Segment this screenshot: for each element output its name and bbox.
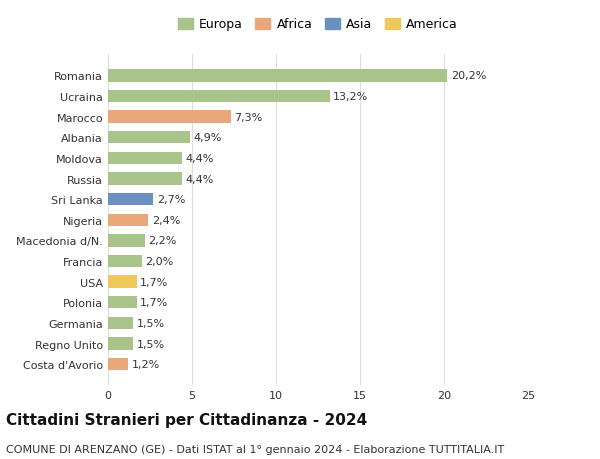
Bar bbox=[108, 173, 182, 185]
Text: 4,4%: 4,4% bbox=[185, 174, 214, 184]
Text: 1,2%: 1,2% bbox=[131, 359, 160, 369]
Bar bbox=[108, 152, 182, 165]
Bar bbox=[108, 358, 128, 370]
Text: 7,3%: 7,3% bbox=[234, 112, 262, 123]
Bar bbox=[108, 214, 148, 226]
Text: 1,5%: 1,5% bbox=[137, 339, 164, 349]
Text: 4,4%: 4,4% bbox=[185, 154, 214, 163]
Text: 1,7%: 1,7% bbox=[140, 297, 168, 308]
Legend: Europa, Africa, Asia, America: Europa, Africa, Asia, America bbox=[178, 18, 458, 31]
Bar bbox=[108, 338, 133, 350]
Text: 20,2%: 20,2% bbox=[451, 71, 486, 81]
Bar bbox=[108, 255, 142, 268]
Text: 1,7%: 1,7% bbox=[140, 277, 168, 287]
Text: COMUNE DI ARENZANO (GE) - Dati ISTAT al 1° gennaio 2024 - Elaborazione TUTTITALI: COMUNE DI ARENZANO (GE) - Dati ISTAT al … bbox=[6, 444, 504, 454]
Text: 13,2%: 13,2% bbox=[333, 92, 368, 102]
Text: 1,5%: 1,5% bbox=[137, 318, 164, 328]
Bar bbox=[108, 132, 190, 144]
Text: 4,9%: 4,9% bbox=[194, 133, 222, 143]
Text: Cittadini Stranieri per Cittadinanza - 2024: Cittadini Stranieri per Cittadinanza - 2… bbox=[6, 412, 367, 427]
Bar bbox=[108, 91, 330, 103]
Bar bbox=[108, 111, 230, 123]
Text: 2,0%: 2,0% bbox=[145, 257, 173, 267]
Bar bbox=[108, 235, 145, 247]
Bar bbox=[108, 194, 154, 206]
Text: 2,7%: 2,7% bbox=[157, 195, 185, 205]
Bar bbox=[108, 70, 448, 83]
Bar bbox=[108, 297, 137, 309]
Bar bbox=[108, 317, 133, 330]
Text: 2,2%: 2,2% bbox=[148, 236, 176, 246]
Bar bbox=[108, 276, 137, 288]
Text: 2,4%: 2,4% bbox=[152, 215, 180, 225]
